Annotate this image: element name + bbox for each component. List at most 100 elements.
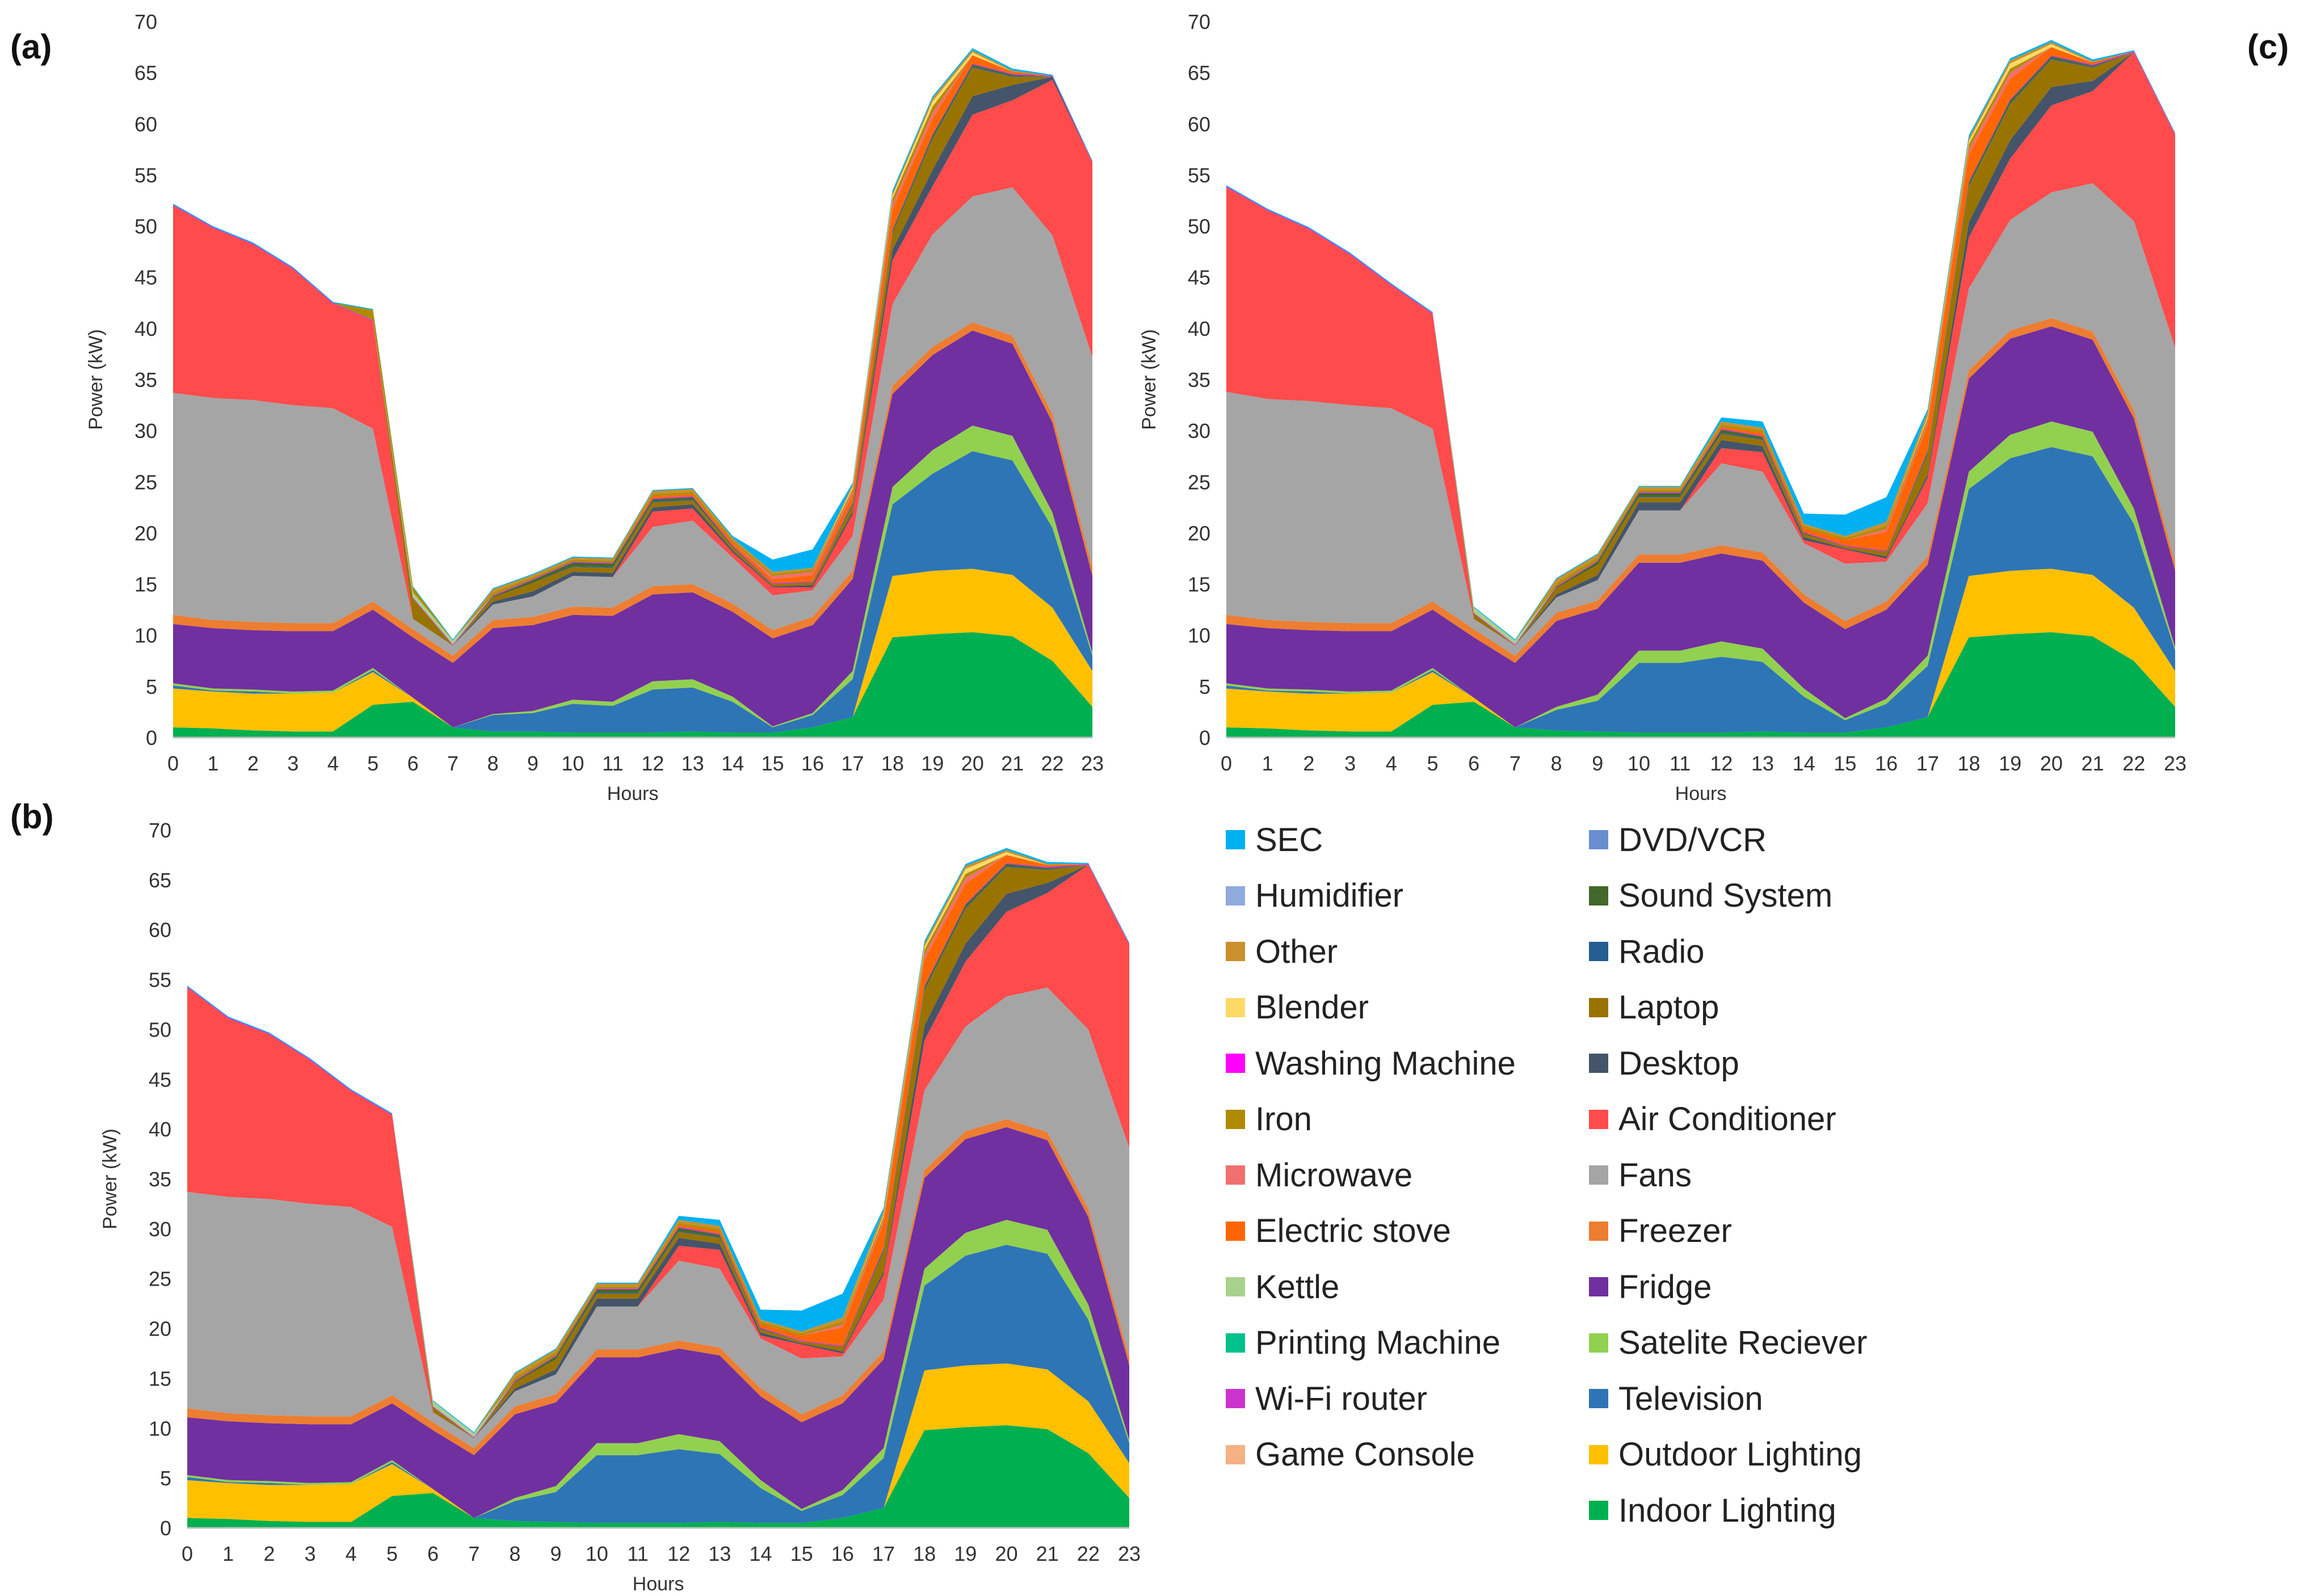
x-tick-label: 20 xyxy=(995,1542,1017,1565)
panel-label-b: (b) xyxy=(10,798,54,836)
area-satelite-reciever xyxy=(1226,421,2175,727)
y-tick-label: 5 xyxy=(160,1467,171,1490)
y-axis-title: Power (kW) xyxy=(99,1128,121,1229)
legend-swatch xyxy=(1589,942,1608,961)
x-tick-label: 2 xyxy=(263,1542,275,1565)
x-tick-label: 5 xyxy=(386,1542,398,1565)
x-tick-label: 13 xyxy=(1751,752,1774,775)
legend-item: Blender xyxy=(1226,985,1369,1030)
legend-item: Iron xyxy=(1226,1097,1312,1142)
y-tick-label: 65 xyxy=(149,869,171,892)
x-tick-label: 10 xyxy=(561,752,584,775)
legend-item: DVD/VCR xyxy=(1589,817,1767,862)
x-tick-label: 10 xyxy=(1628,752,1650,775)
legend-label: Kettle xyxy=(1255,1268,1340,1306)
x-tick-label: 13 xyxy=(708,1542,731,1565)
x-tick-label: 23 xyxy=(1081,752,1104,775)
area-air-conditioner xyxy=(173,79,1092,646)
x-tick-label: 16 xyxy=(801,752,824,775)
y-tick-label: 40 xyxy=(149,1118,171,1141)
legend-swatch xyxy=(1226,886,1245,906)
x-tick-label: 3 xyxy=(1344,752,1356,775)
x-tick-label: 8 xyxy=(509,1542,520,1565)
x-axis-title: Hours xyxy=(1675,783,1727,805)
legend-label: Microwave xyxy=(1255,1156,1413,1194)
y-tick-label: 15 xyxy=(149,1367,171,1390)
y-axis-title: Power (kW) xyxy=(85,329,107,430)
x-tick-label: 11 xyxy=(627,1542,648,1565)
area-satelite-reciever xyxy=(173,426,1092,727)
x-tick-label: 9 xyxy=(550,1542,562,1565)
legend-label: Game Console xyxy=(1255,1436,1475,1473)
legend-label: Outdoor Lighting xyxy=(1618,1436,1862,1473)
legend-swatch xyxy=(1226,1109,1245,1129)
x-tick-label: 7 xyxy=(1509,752,1521,775)
x-tick-label: 12 xyxy=(667,1542,690,1565)
legend-item: Game Console xyxy=(1226,1432,1475,1477)
x-tick-label: 14 xyxy=(1793,752,1815,775)
y-tick-label: 45 xyxy=(1188,266,1210,289)
x-tick-label: 0 xyxy=(182,1542,193,1565)
legend-swatch xyxy=(1226,1333,1245,1353)
legend-label: Fridge xyxy=(1618,1268,1712,1306)
legend-item: Air Conditioner xyxy=(1589,1097,1836,1142)
y-tick-label: 45 xyxy=(134,266,157,289)
area-television xyxy=(1226,447,2175,732)
legend-swatch xyxy=(1589,1445,1608,1464)
x-tick-label: 16 xyxy=(831,1542,854,1565)
x-tick-label: 4 xyxy=(327,752,339,775)
y-tick-label: 10 xyxy=(134,624,157,647)
x-tick-label: 9 xyxy=(1592,752,1603,775)
area-television xyxy=(173,451,1092,732)
x-tick-label: 17 xyxy=(841,752,864,775)
x-tick-label: 15 xyxy=(1834,752,1856,775)
legend-label: Air Conditioner xyxy=(1618,1101,1836,1138)
x-tick-label: 22 xyxy=(1077,1542,1100,1565)
legend-swatch xyxy=(1226,1054,1245,1073)
x-tick-label: 19 xyxy=(954,1542,977,1565)
legend-label: Fans xyxy=(1618,1156,1692,1194)
legend-swatch xyxy=(1589,1501,1608,1520)
y-tick-label: 0 xyxy=(160,1517,171,1540)
legend-label: Other xyxy=(1255,933,1338,970)
x-tick-label: 8 xyxy=(1551,752,1562,775)
x-tick-label: 6 xyxy=(427,1542,439,1565)
legend-swatch xyxy=(1226,830,1245,849)
legend-swatch xyxy=(1226,942,1245,961)
y-tick-label: 50 xyxy=(149,1018,171,1041)
y-tick-label: 30 xyxy=(149,1218,171,1241)
x-tick-label: 23 xyxy=(2164,752,2187,775)
area-outdoor-lighting xyxy=(187,1363,1129,1523)
legend: SEC Humidifier Other Blender Washing Machine… xyxy=(1226,817,2009,1532)
legend-label: Television xyxy=(1618,1380,1763,1417)
x-tick-label: 1 xyxy=(222,1542,234,1565)
legend-item: Other xyxy=(1226,929,1338,974)
area-freezer xyxy=(1226,318,2175,663)
x-tick-label: 10 xyxy=(586,1542,608,1565)
x-tick-label: 22 xyxy=(1041,752,1064,775)
legend-label: Desktop xyxy=(1618,1045,1739,1082)
area-indoor-lighting xyxy=(1226,632,2175,738)
legend-swatch xyxy=(1226,997,1245,1017)
y-tick-label: 20 xyxy=(149,1317,171,1341)
x-tick-label: 1 xyxy=(207,752,218,775)
legend-item: Printing Machine xyxy=(1226,1320,1500,1366)
x-tick-label: 19 xyxy=(921,752,944,775)
y-tick-label: 50 xyxy=(1188,215,1210,238)
legend-swatch xyxy=(1226,1277,1245,1296)
x-tick-label: 12 xyxy=(641,752,664,775)
y-tick-label: 25 xyxy=(149,1267,171,1291)
x-tick-label: 6 xyxy=(407,752,419,775)
y-tick-label: 10 xyxy=(1188,624,1210,647)
x-tick-label: 3 xyxy=(287,752,298,775)
legend-item: Outdoor Lighting xyxy=(1589,1432,1862,1477)
x-tick-label: 20 xyxy=(961,752,984,775)
y-tick-label: 25 xyxy=(1188,470,1210,494)
y-axis-title: Power (kW) xyxy=(1138,329,1160,430)
y-tick-label: 15 xyxy=(134,573,157,596)
legend-label: Sound System xyxy=(1618,877,1833,914)
x-tick-label: 23 xyxy=(1118,1542,1141,1565)
legend-swatch xyxy=(1226,1221,1245,1241)
legend-item: Indoor Lighting xyxy=(1589,1488,1836,1533)
